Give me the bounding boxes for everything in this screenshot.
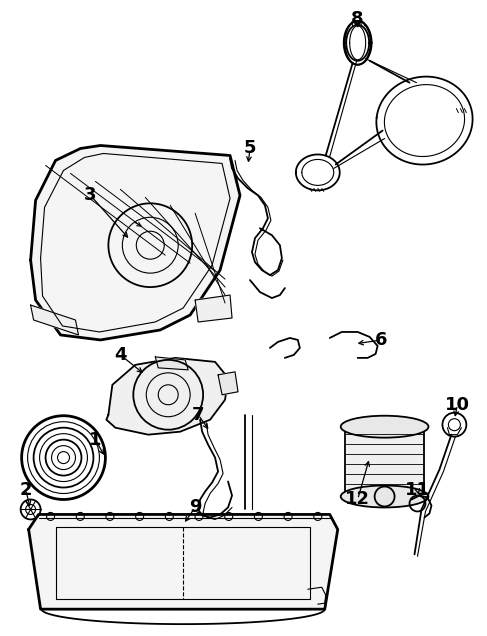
Text: 1: 1: [89, 431, 102, 448]
Polygon shape: [29, 515, 337, 609]
Text: 6: 6: [375, 331, 388, 349]
Text: 4: 4: [114, 346, 127, 364]
Text: 7: 7: [192, 406, 205, 424]
Ellipse shape: [341, 416, 429, 438]
Polygon shape: [106, 358, 228, 434]
Polygon shape: [31, 305, 78, 335]
Text: 9: 9: [189, 499, 202, 516]
Ellipse shape: [341, 485, 429, 508]
Polygon shape: [218, 372, 238, 395]
Polygon shape: [345, 427, 425, 497]
Text: 5: 5: [244, 139, 256, 158]
Text: 2: 2: [19, 481, 32, 499]
Polygon shape: [155, 357, 188, 370]
Text: 8: 8: [351, 10, 364, 28]
Text: 11: 11: [405, 481, 430, 499]
Text: 12: 12: [345, 490, 370, 508]
Polygon shape: [31, 146, 240, 340]
Polygon shape: [195, 295, 232, 322]
Text: 3: 3: [84, 186, 97, 204]
Text: 10: 10: [445, 396, 470, 414]
